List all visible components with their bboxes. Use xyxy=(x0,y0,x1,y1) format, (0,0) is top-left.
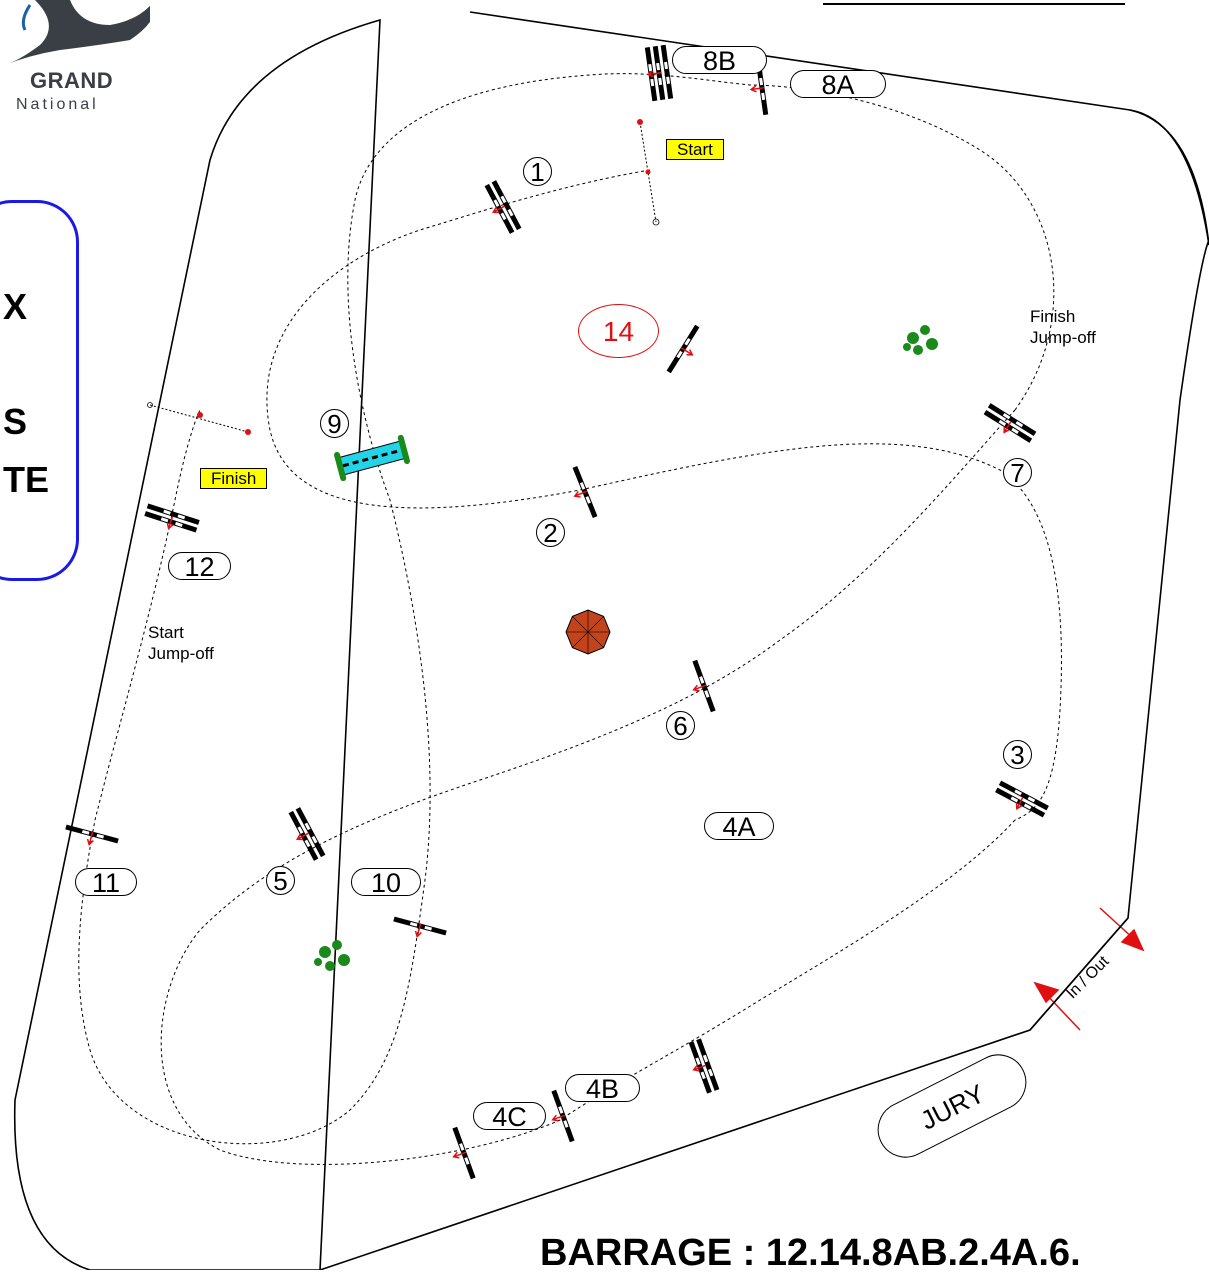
obstacle-label-14: 14 xyxy=(578,304,659,358)
obstacle-label-4b: 4B xyxy=(565,1074,640,1103)
obstacle-7 xyxy=(983,403,1037,443)
obstacles xyxy=(65,44,1049,1180)
obstacle-label-1: 1 xyxy=(523,157,552,187)
in-out-arrows xyxy=(1033,907,1145,1031)
obstacle-4c xyxy=(452,1126,476,1180)
title-underline xyxy=(823,3,1125,5)
barrage-text: BARRAGE : 12.14.8AB.2.4A.6. xyxy=(540,1232,1081,1274)
obstacle-12 xyxy=(144,503,200,533)
obstacle-11 xyxy=(65,824,119,847)
arena-outline-right xyxy=(1129,109,1209,246)
obstacle-label-2: 2 xyxy=(536,518,565,548)
finish-jumpoff-note: Finish Jump-off xyxy=(1030,307,1096,347)
obstacle-label-10: 10 xyxy=(351,868,421,897)
obstacle-label-5: 5 xyxy=(266,866,295,896)
finish-line xyxy=(149,404,249,433)
obstacle-label-7: 7 xyxy=(1003,458,1032,488)
info-line: TE xyxy=(3,459,50,500)
obstacle-8b xyxy=(644,44,674,102)
info-line: S xyxy=(3,401,28,442)
start-tag: Start xyxy=(666,139,724,160)
obstacle-label-8b: 8B xyxy=(672,46,767,75)
shrub xyxy=(903,325,938,355)
logo: GRAND National xyxy=(0,0,156,125)
umbrella xyxy=(565,609,611,655)
obstacle-label-9: 9 xyxy=(320,409,349,439)
obstacle-6 xyxy=(692,659,716,713)
course-route xyxy=(78,73,1062,1165)
logo-text-national: National xyxy=(16,96,99,113)
obstacle-5 xyxy=(288,807,326,861)
info-line: X xyxy=(3,286,28,327)
obstacle-1 xyxy=(484,180,522,234)
obstacle-4b xyxy=(551,1089,575,1143)
obstacle-label-4c: 4C xyxy=(473,1102,546,1131)
obstacle-label-8a: 8A xyxy=(790,70,886,99)
finish-tag: Finish xyxy=(200,468,268,489)
obstacle-label-12: 12 xyxy=(168,552,231,581)
obstacle-label-6: 6 xyxy=(666,711,695,741)
water-jump xyxy=(334,434,410,482)
obstacle-2 xyxy=(572,466,598,518)
obstacle-4a xyxy=(688,1038,720,1094)
start-jumpoff-note: Start Jump-off xyxy=(148,623,214,663)
start-line xyxy=(639,121,657,223)
obstacle-3 xyxy=(995,780,1049,818)
logo-text-grand: GRAND xyxy=(30,68,114,93)
horse-logo-icon xyxy=(5,0,156,65)
info-box: X S TE xyxy=(0,200,79,581)
obstacle-10 xyxy=(393,916,447,939)
obstacle-label-11: 11 xyxy=(75,868,137,897)
obstacle-label-4a: 4A xyxy=(704,812,774,841)
obstacle-8a xyxy=(749,60,769,116)
obstacle-label-3: 3 xyxy=(1003,740,1032,770)
obstacle-14 xyxy=(666,324,700,374)
shrub xyxy=(314,940,350,971)
